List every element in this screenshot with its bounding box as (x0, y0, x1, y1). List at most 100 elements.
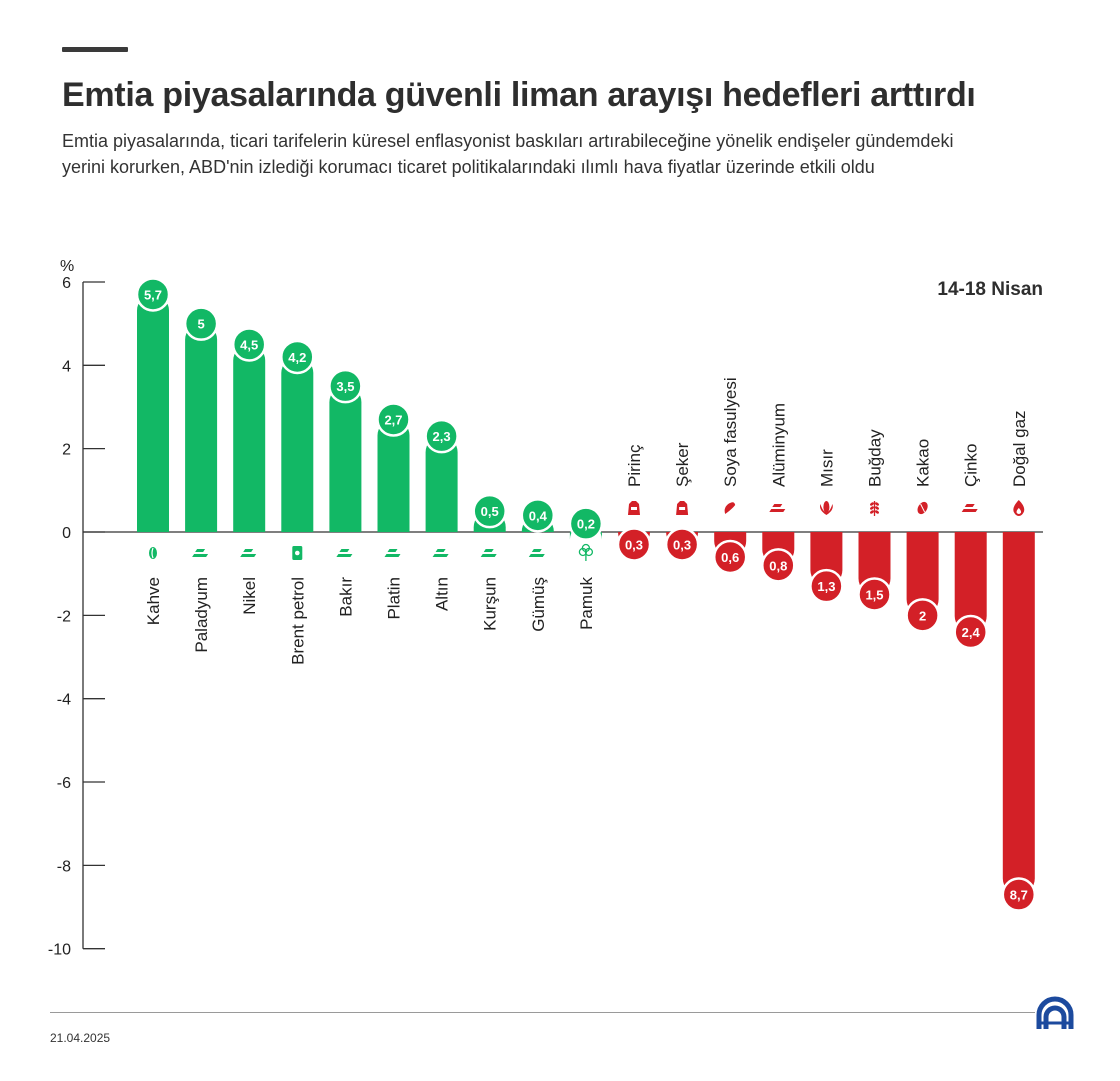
value-bubble (616, 527, 652, 562)
bar-3 (233, 344, 266, 532)
data-label: 0,8 (769, 558, 787, 573)
category-label: Nikel (240, 577, 259, 615)
data-label: 0,3 (625, 538, 643, 553)
category-label: Kahve (144, 577, 163, 625)
data-label: 0,3 (673, 538, 691, 553)
flame-icon (1013, 500, 1025, 516)
value-bubble (664, 527, 700, 562)
category-label: Pirinç (625, 444, 644, 487)
chart: % 14-18 Nisan 6 4 2 0 -2 -4 -6 -8 -10 5,7 Kahve 5 Pa… (48, 258, 1043, 959)
category-label: Paladyum (192, 577, 211, 653)
data-label: 2,4 (962, 625, 981, 640)
value-bubble (183, 306, 219, 341)
value-bubble (761, 548, 796, 583)
category-label: Kakao (914, 439, 933, 487)
y-tick-label: 2 (62, 442, 71, 459)
data-label: 5 (197, 317, 204, 332)
category-label: Platin (385, 577, 404, 620)
value-bubble (905, 598, 940, 633)
bar-16 (858, 532, 891, 595)
category-label: Bakır (336, 577, 355, 617)
oil-barrel-icon (292, 546, 303, 560)
data-label: 1,5 (865, 588, 883, 603)
value-bubble (809, 568, 844, 604)
data-label: 4,5 (240, 337, 258, 352)
bar-7 (425, 436, 458, 532)
category-label: Çinko (962, 444, 981, 487)
value-bubble (568, 506, 604, 541)
footer-rule (50, 1012, 1035, 1013)
value-bubble (135, 277, 171, 312)
y-axis-unit: % (60, 258, 74, 275)
data-label: 2,3 (433, 429, 451, 444)
data-label: 0,4 (529, 508, 548, 523)
sugar-sack-icon (676, 501, 689, 515)
value-bubble (328, 368, 363, 404)
chart-title: Emtia piyasalarında güvenli liman arayış… (62, 76, 976, 114)
cocoa-icon (917, 501, 928, 515)
metal-bars-icon (192, 549, 209, 557)
category-label: Doğal gaz (1010, 410, 1029, 487)
y-tick-label: -6 (57, 775, 71, 792)
bar-18 (954, 532, 987, 633)
metal-bars-icon (528, 549, 545, 557)
y-tick-label: 4 (62, 358, 71, 375)
data-label: 3,5 (336, 379, 354, 394)
value-bubble (280, 339, 315, 375)
data-label: 0,5 (481, 504, 499, 519)
category-label: Gümüş (529, 577, 548, 632)
data-label: 4,2 (288, 350, 306, 365)
value-bubble (376, 402, 411, 437)
value-bubble (712, 539, 748, 575)
data-label: 0,2 (577, 517, 595, 532)
soybean-icon (724, 502, 736, 514)
bar-5 (329, 386, 362, 532)
category-label: Mısır (817, 449, 836, 487)
bar-1 (137, 294, 169, 532)
coffee-bean-icon (149, 547, 157, 559)
category-label: Soya fasulyesi (721, 377, 740, 487)
corn-icon (820, 501, 833, 515)
metal-bars-icon (336, 549, 353, 557)
bar-2 (185, 323, 218, 532)
data-label: 5,7 (144, 287, 162, 302)
metal-bars-icon (240, 549, 257, 557)
category-label: Brent petrol (288, 577, 307, 665)
cotton-icon (578, 543, 594, 561)
wheat-icon (870, 501, 879, 516)
publication-date: 21.04.2025 (50, 1031, 111, 1045)
category-label: Pamuk (577, 577, 596, 630)
category-label: Kurşun (481, 577, 500, 631)
bar-17 (906, 532, 939, 616)
value-bubble (953, 614, 988, 650)
metal-bars-icon (432, 549, 449, 557)
aa-logo (1036, 996, 1074, 1029)
value-bubble (520, 498, 556, 533)
metal-bars-icon (480, 549, 497, 557)
bar-19 (1002, 532, 1035, 895)
y-tick-label: -10 (48, 942, 71, 959)
value-bubble (857, 577, 892, 612)
y-tick-label: 0 (62, 525, 71, 542)
y-tick-label: -4 (57, 692, 71, 709)
y-tick-label: -8 (57, 858, 71, 875)
data-label: 2,7 (384, 412, 402, 427)
value-bubble (231, 327, 267, 362)
category-label: Alüminyum (769, 403, 788, 487)
metal-bars-icon (384, 549, 401, 557)
category-label: Altın (433, 577, 452, 611)
value-bubble (424, 418, 459, 454)
data-label: 0,6 (721, 550, 739, 565)
chart-subtitle: Emtia piyasalarında, ticari tarifelerin … (62, 131, 954, 177)
metal-bars-icon (961, 504, 978, 512)
value-bubble (1001, 877, 1037, 912)
data-label: 8,7 (1010, 888, 1028, 903)
metal-bars-icon (769, 504, 786, 512)
data-label: 1,3 (817, 579, 835, 594)
rice-sack-icon (628, 501, 640, 515)
value-bubble (472, 493, 507, 529)
category-label: Buğday (866, 429, 885, 487)
y-tick-label: -2 (57, 608, 71, 625)
bar-6 (377, 419, 410, 532)
data-label: 2 (919, 608, 926, 623)
